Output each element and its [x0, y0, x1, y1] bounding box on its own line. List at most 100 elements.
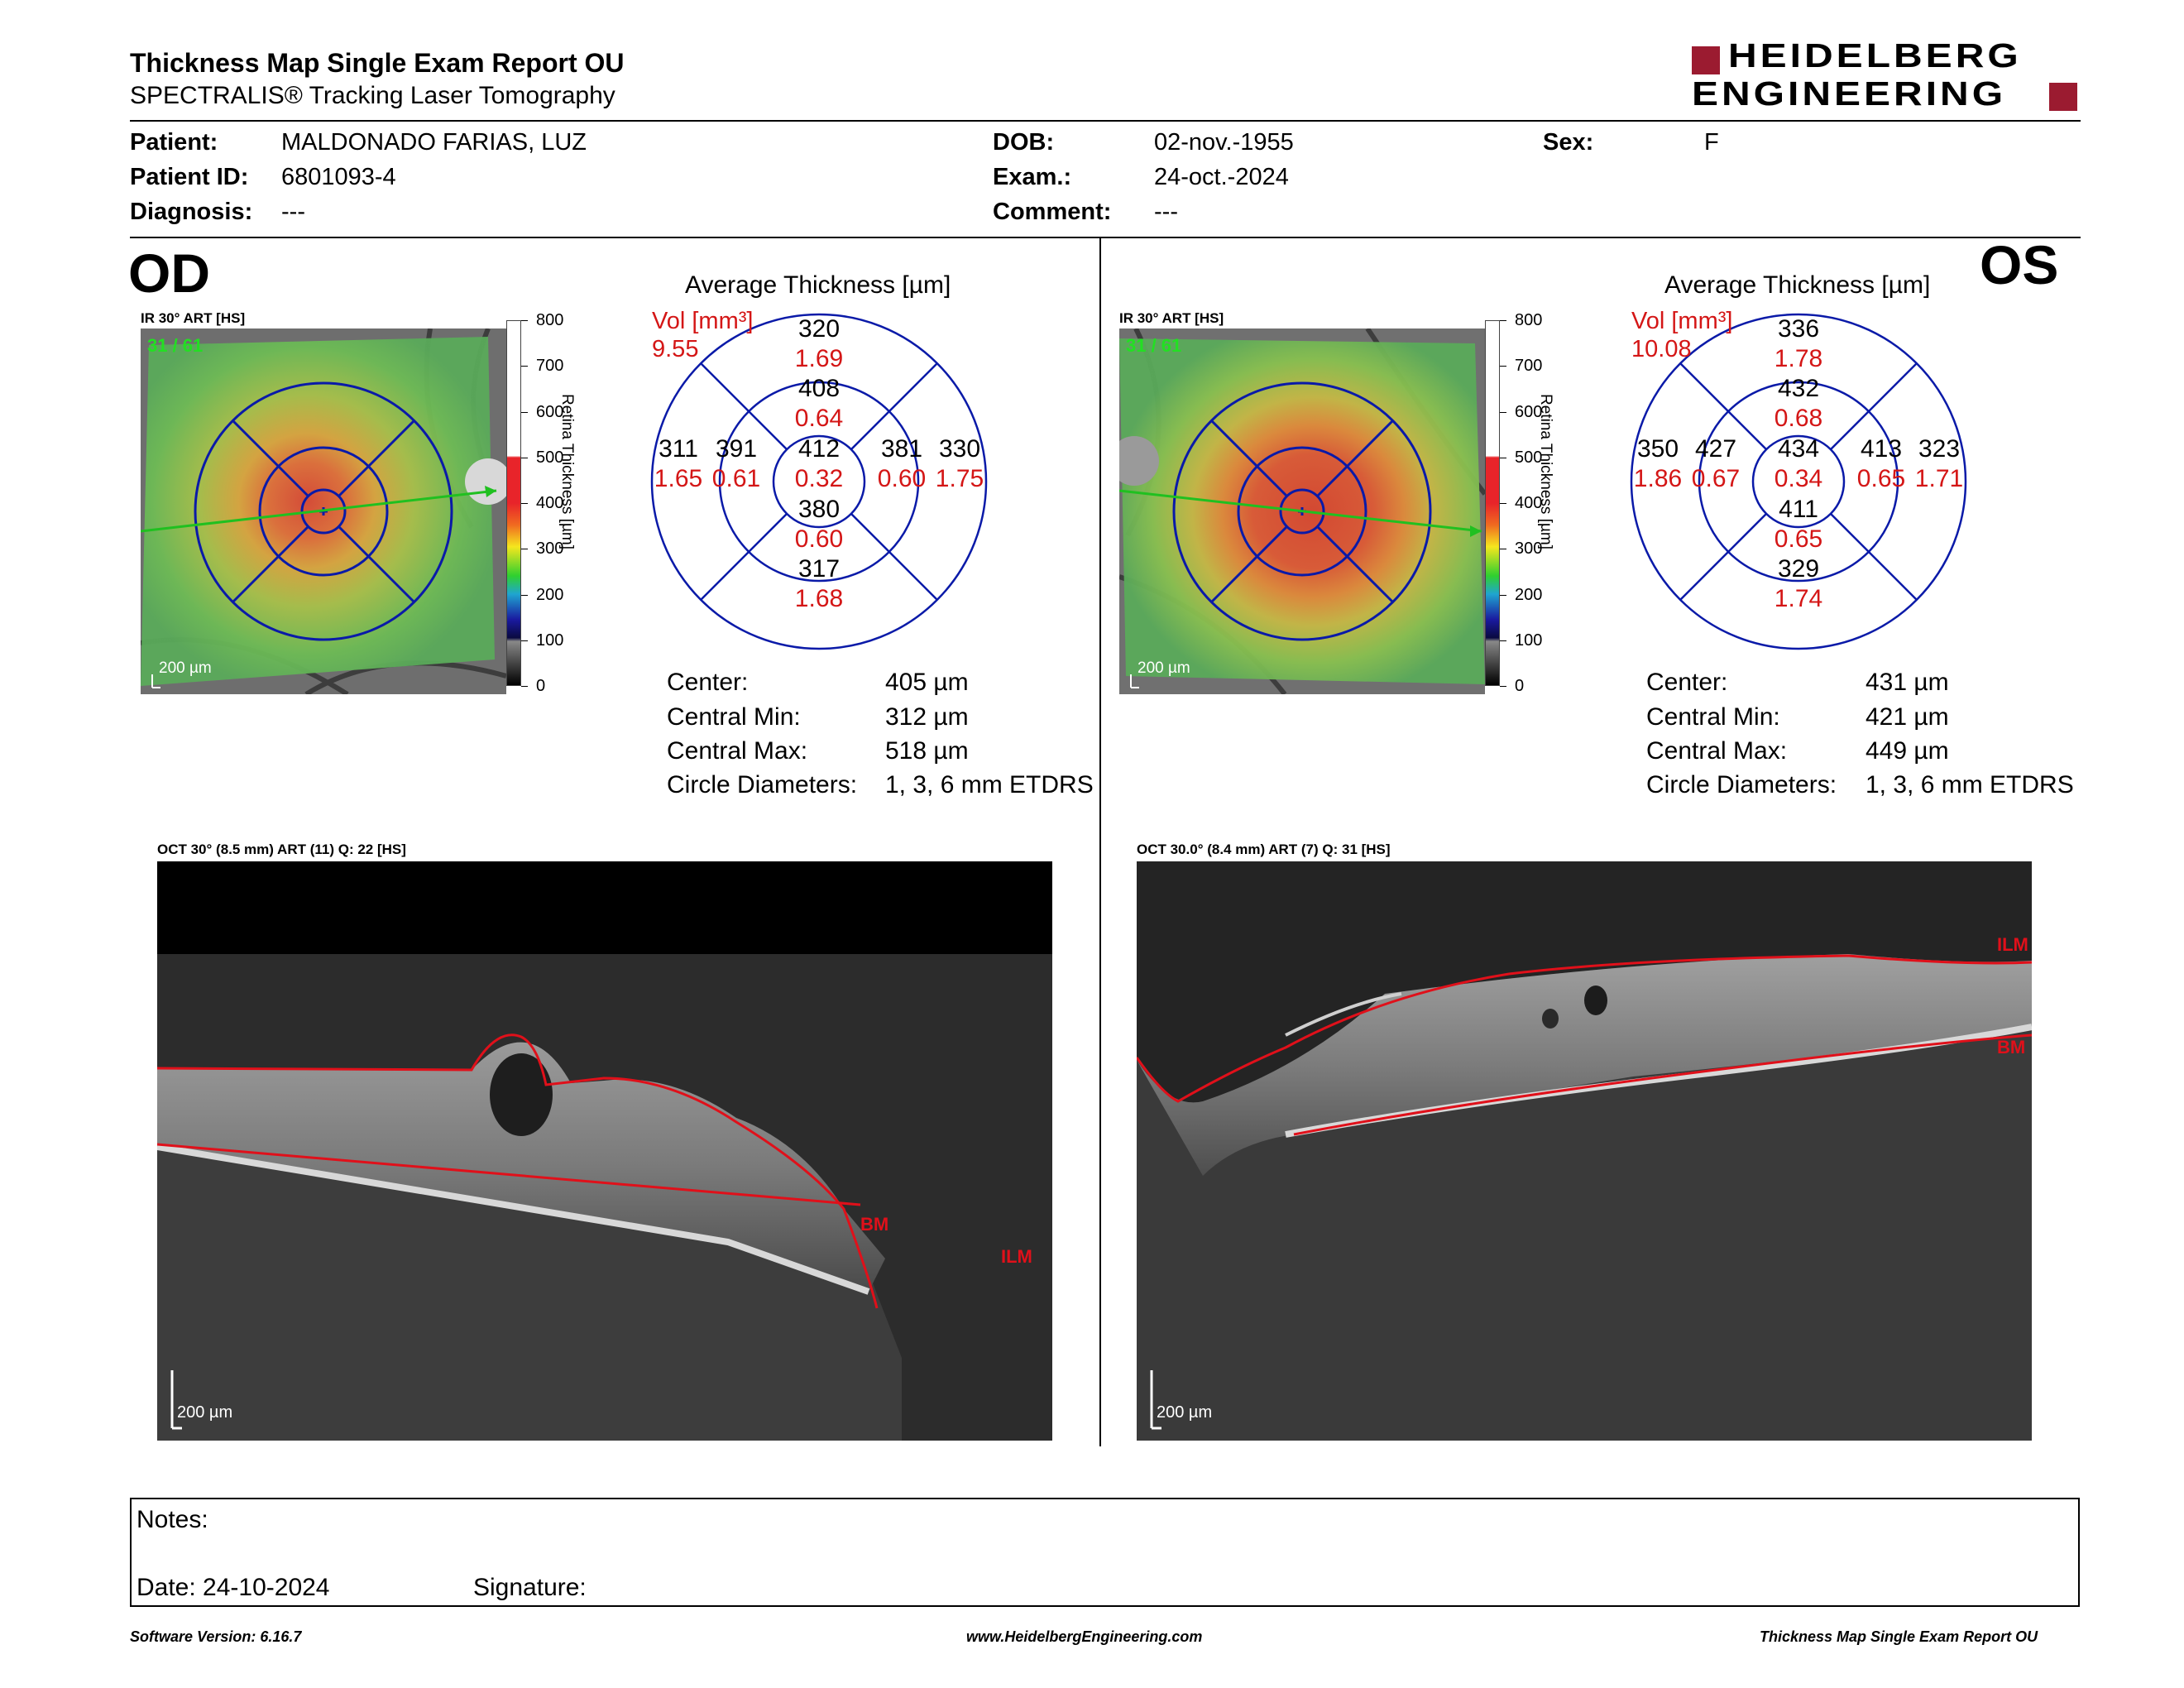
od-oct-caption: OCT 30° (8.5 mm) ART (11) Q: 22 [HS]	[157, 842, 406, 857]
colorbar-tick-mark	[1500, 366, 1506, 367]
os-diam-label: Circle Diameters:	[1646, 771, 1837, 798]
os-min-value: 421 µm	[1866, 703, 1949, 731]
sector-inner-inf-thickness: 380	[798, 496, 840, 523]
sector-outer-right-thickness: 330	[939, 435, 980, 463]
od-oct-bscan: BM ILM 200 µm	[157, 861, 1052, 1441]
sector-outer-sup-volume: 1.69	[795, 345, 843, 372]
os-bm-label: BM	[1997, 1037, 2026, 1057]
sector-outer-right-thickness: 323	[1918, 435, 1960, 463]
etdrs-ring	[1751, 434, 1846, 529]
od-diam-value: 1, 3, 6 mm ETDRS	[885, 771, 1094, 798]
etdrs-divider	[700, 362, 788, 450]
sector-inner-right-volume: 0.60	[878, 465, 926, 492]
etdrs-divider	[700, 513, 788, 601]
od-oct-scale-label: 200 µm	[177, 1403, 233, 1422]
sector-outer-sup-volume: 1.78	[1774, 345, 1822, 372]
colorbar-tick-label: 0	[536, 677, 546, 695]
sector-center-thickness: 412	[798, 435, 840, 463]
os-center-value: 431 µm	[1866, 669, 1949, 696]
exam-label: Exam.:	[993, 164, 1072, 190]
patient-id-label: Patient ID:	[130, 164, 249, 190]
sector-outer-right-volume: 1.75	[936, 465, 984, 492]
sector-outer-left-thickness: 350	[1637, 435, 1679, 463]
etdrs-divider	[1830, 362, 1918, 450]
sector-outer-left-volume: 1.86	[1634, 465, 1682, 492]
patient-value: MALDONADO FARIAS, LUZ	[281, 129, 587, 156]
eye-divider	[1099, 238, 1101, 1446]
comment-value: ---	[1154, 199, 1178, 225]
etdrs-divider	[850, 362, 938, 450]
colorbar-tick-mark	[521, 686, 528, 687]
od-ilm-label: ILM	[1001, 1246, 1032, 1267]
etdrs-ring	[772, 434, 866, 529]
colorbar-tick-mark	[521, 503, 528, 504]
od-colorbar: 800 700 600 500 400 300 200 100 0 Retina Thickne…	[506, 312, 606, 695]
colorbar-tick-label: 700	[1515, 357, 1543, 376]
os-colorbar-strip	[1485, 320, 1500, 686]
os-thickness-grid: Average Thickness [µm] 336 1.78 432 0.68 434…	[1625, 265, 1972, 670]
etdrs-ring	[1698, 381, 1899, 583]
colorbar-tick-label: 500	[1515, 448, 1543, 467]
sector-outer-sup-thickness: 320	[798, 315, 840, 343]
sector-inner-left-volume: 0.67	[1692, 465, 1740, 492]
od-vol-label: Vol [mm³]	[652, 308, 754, 334]
od-bm-label: BM	[860, 1214, 889, 1235]
diagnosis-label: Diagnosis:	[130, 199, 253, 225]
dob-value: 02-nov.-1955	[1154, 129, 1294, 156]
sector-outer-inf-volume: 1.68	[795, 585, 843, 612]
colorbar-tick-label: 600	[1515, 402, 1543, 421]
report-subtitle: SPECTRALIS® Tracking Laser Tomography	[130, 82, 615, 109]
diagnosis-value: ---	[281, 199, 305, 225]
etdrs-divider	[1830, 513, 1918, 601]
os-ir-caption: IR 30° ART [HS]	[1119, 310, 1224, 326]
od-colorbar-strip	[506, 320, 521, 686]
patient-id-value: 6801093-4	[281, 164, 396, 190]
sector-outer-sup-thickness: 336	[1778, 315, 1819, 343]
colorbar-tick-label: 400	[1515, 494, 1543, 512]
website-link[interactable]: www.HeidelbergEngineering.com	[966, 1628, 1203, 1645]
os-vol-value: 10.08	[1631, 336, 1692, 362]
sector-inner-right-thickness: 413	[1861, 435, 1902, 463]
sex-label: Sex:	[1543, 129, 1594, 156]
software-version: Software Version: 6.16.7	[130, 1628, 302, 1645]
sector-inner-left-volume: 0.61	[712, 465, 760, 492]
sector-center-volume: 0.32	[795, 465, 843, 492]
comment-label: Comment:	[993, 199, 1112, 225]
colorbar-tick-mark	[521, 320, 528, 321]
sector-outer-left-thickness: 311	[659, 435, 698, 463]
sector-inner-sup-volume: 0.68	[1774, 405, 1822, 432]
etdrs-ring	[1630, 313, 1967, 650]
colorbar-tick-label: 0	[1515, 677, 1525, 695]
od-vol-value: 9.55	[652, 336, 699, 362]
os-max-value: 449 µm	[1866, 737, 1949, 765]
colorbar-tick-label: 800	[1515, 311, 1543, 329]
sector-center-thickness: 434	[1778, 435, 1819, 463]
sector-inner-left-thickness: 427	[1695, 435, 1736, 463]
footer-report-name: Thickness Map Single Exam Report OU	[1760, 1628, 2038, 1645]
colorbar-tick-mark	[521, 594, 528, 596]
sector-inner-sup-thickness: 408	[798, 375, 840, 402]
od-eye-label: OD	[128, 242, 210, 304]
sector-inner-sup-thickness: 432	[1778, 375, 1819, 402]
os-colorbar: 800 700 600 500 400 300 200 100 0 Retina Thickne…	[1485, 311, 1584, 695]
colorbar-tick-label: 200	[1515, 585, 1543, 604]
od-scale-label: 200 µm	[159, 659, 212, 677]
colorbar-tick-mark	[1500, 320, 1506, 321]
sector-outer-right-volume: 1.71	[1915, 465, 1963, 492]
colorbar-tick-label: 600	[536, 402, 564, 421]
os-max-label: Central Max:	[1646, 737, 1788, 765]
heidelberg-logo: HEIDELBERG ENGINEERING	[1692, 40, 2081, 117]
os-vol-label: Vol [mm³]	[1631, 308, 1733, 334]
etdrs-ring	[718, 381, 920, 583]
etdrs-ring	[650, 313, 988, 650]
signature-label: Signature:	[473, 1574, 587, 1601]
sector-inner-inf-volume: 0.60	[795, 525, 843, 553]
sector-inner-inf-thickness: 411	[1779, 496, 1818, 523]
colorbar-tick-label: 100	[536, 631, 564, 650]
notes-label: Notes:	[136, 1506, 208, 1533]
sector-inner-inf-volume: 0.65	[1774, 525, 1822, 553]
od-max-value: 518 µm	[885, 737, 969, 765]
os-frame-counter: 31 / 61	[1126, 335, 1182, 356]
os-ilm-label: ILM	[1997, 934, 2028, 955]
notes-box[interactable]: Notes: Date: 24-10-2024 Signature:	[130, 1498, 2080, 1607]
